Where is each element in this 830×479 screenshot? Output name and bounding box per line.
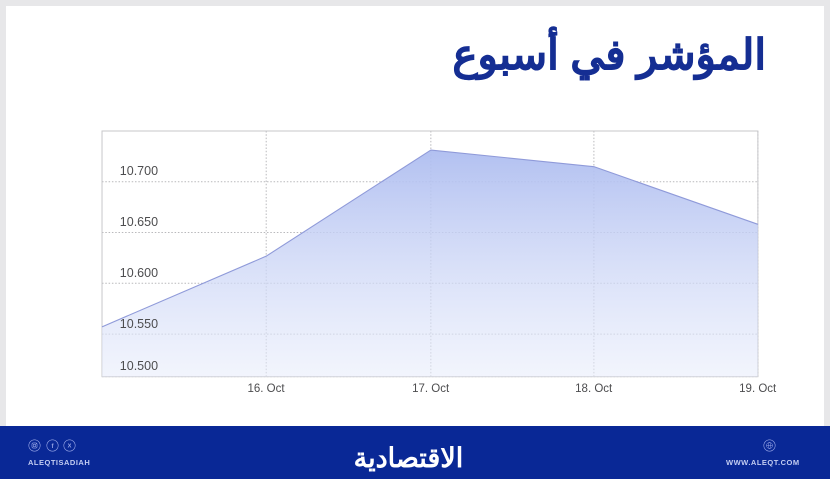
svg-text:X: X — [68, 444, 72, 450]
svg-text:f: f — [51, 444, 53, 450]
